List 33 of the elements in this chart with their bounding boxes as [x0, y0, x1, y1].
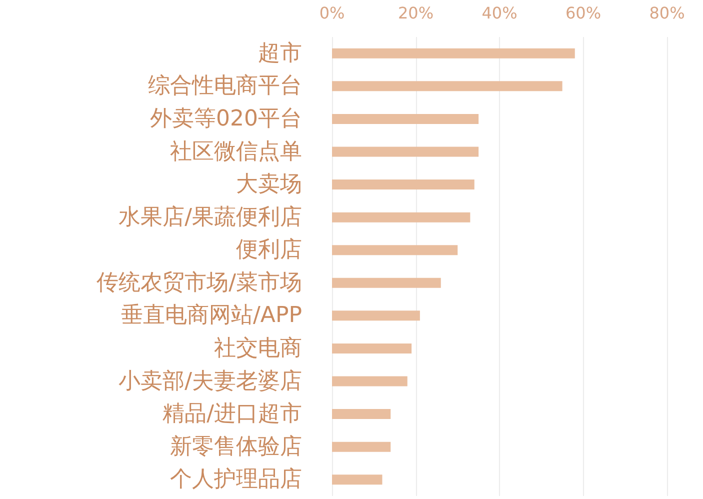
bar: [332, 48, 575, 58]
y-tick-label: 垂直电商网站/APP: [121, 303, 302, 328]
y-tick-label: 综合性电商平台: [148, 74, 302, 99]
x-tick-label: 80%: [649, 4, 685, 22]
bar: [332, 442, 391, 452]
x-tick-label: 60%: [565, 4, 602, 22]
y-tick-label: 传统农贸市场/菜市场: [96, 270, 302, 296]
x-tick-label: 0%: [319, 4, 345, 22]
bar: [332, 212, 470, 222]
bar: [332, 180, 474, 190]
bar: [332, 114, 479, 124]
bar: [332, 409, 391, 420]
bar: [332, 310, 420, 321]
y-tick-label: 社交电商: [214, 336, 302, 361]
bar: [332, 278, 441, 288]
y-tick-label: 便利店: [236, 238, 302, 263]
y-tick-label: 小卖部/夫妻老婆店: [118, 368, 302, 394]
y-tick-label: 个人护理品店: [170, 467, 302, 492]
bar: [332, 376, 408, 386]
y-tick-label: 外卖等020平台: [150, 106, 302, 132]
bar: [332, 474, 382, 485]
x-tick-label: 20%: [398, 4, 434, 22]
bar: [332, 146, 479, 157]
y-tick-label: 水果店/果蔬便利店: [118, 204, 302, 230]
x-tick-label: 40%: [482, 4, 518, 22]
y-tick-label: 新零售体验店: [170, 434, 302, 460]
bar: [332, 81, 562, 92]
y-tick-label: 社区微信点单: [170, 139, 302, 164]
y-tick-label: 大卖场: [236, 172, 302, 198]
bar: [332, 343, 412, 354]
bar: [332, 245, 458, 256]
y-tick-label: 超市: [258, 40, 302, 66]
y-tick-label: 精品/进口超市: [162, 402, 302, 427]
